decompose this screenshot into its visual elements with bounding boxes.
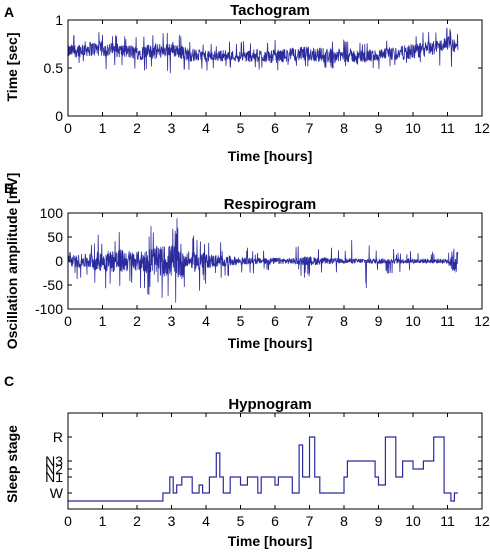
panel-b-xtick-label: 1	[99, 313, 107, 329]
panel-c-xtick-label: 9	[375, 513, 383, 529]
panel-a-xtick-label: 8	[340, 120, 348, 136]
panel-c-xtick-label: 1	[99, 513, 107, 529]
panel-a-xtick-label: 6	[271, 120, 279, 136]
panel-b-letter: B	[4, 180, 14, 196]
panel-c-xtick-label: 7	[306, 513, 314, 529]
panel-a-xtick-label: 0	[64, 120, 72, 136]
panel-b-ylabel: Oscillation amplitude [mV]	[4, 173, 20, 350]
panel-a-xtick-label: 3	[168, 120, 176, 136]
panel-c-xtick-label: 12	[474, 513, 490, 529]
panel-b-xtick-label: 7	[306, 313, 314, 329]
panel-c-xtick-label: 4	[202, 513, 210, 529]
panel-a-axes-frame	[67, 19, 483, 117]
panel-c-ytick-label: N2	[45, 461, 63, 477]
panel-c-xtick-label: 8	[340, 513, 348, 529]
panel-a-xtick-label: 2	[133, 120, 141, 136]
panel-a-xlabel: Time [hours]	[228, 148, 313, 164]
panel-b-xtick-label: 8	[340, 313, 348, 329]
panel-c-ytick-label: W	[50, 485, 64, 501]
panel-a-ytick-label: 0.5	[44, 60, 64, 76]
panel-b-title: Respirogram	[224, 196, 317, 213]
panel-b-ytick-label: -100	[35, 301, 63, 317]
panel-b-series-line	[67, 218, 459, 303]
panel-c-xtick-label: 0	[64, 513, 72, 529]
panel-a-xtick-label: 11	[440, 120, 455, 136]
panel-b-xtick-label: 0	[64, 313, 72, 329]
panel-b-ytick-label: -50	[43, 277, 63, 293]
panel-c-xtick-label: 6	[271, 513, 279, 529]
panel-c-series-line	[68, 436, 458, 502]
panel-c-xtick-label: 3	[168, 513, 176, 529]
panel-b-ytick-label: 50	[47, 229, 63, 245]
panel-c-xtick-label: 11	[440, 513, 455, 529]
panel-a-ytick-label: 0	[55, 108, 63, 124]
panel-a-title: Tachogram	[230, 2, 310, 19]
panel-b-xtick-label: 5	[237, 313, 245, 329]
panel-b-xtick-label: 11	[440, 313, 455, 329]
panel-a-ytick-label: 1	[55, 12, 63, 28]
panel-c-xtick-label: 2	[133, 513, 141, 529]
panel-c-xtick-label: 10	[405, 513, 421, 529]
panel-a-xtick-label: 4	[202, 120, 210, 136]
panel-b-xtick-label: 2	[133, 313, 141, 329]
panel-a-xtick-label: 7	[306, 120, 314, 136]
panel-b-ytick-label: 0	[55, 253, 63, 269]
panel-a-series-line	[67, 27, 459, 74]
panel-c-xlabel: Time [hours]	[228, 533, 313, 549]
panel-c-xtick-label: 5	[237, 513, 245, 529]
panel-a-letter: A	[4, 4, 14, 20]
panel-b-xtick-label: 9	[375, 313, 383, 329]
panel-a-xtick-label: 5	[237, 120, 245, 136]
panel-c-title: Hypnogram	[228, 396, 311, 413]
panel-a-xtick-label: 12	[474, 120, 490, 136]
panel-b: B Respirogram Time [hours] Oscillation a…	[4, 173, 490, 351]
panel-c-ytick-label: N3	[45, 453, 63, 469]
panel-a-xtick-label: 9	[375, 120, 383, 136]
panel-b-ytick-label: 100	[40, 205, 64, 221]
panel-b-xtick-label: 10	[405, 313, 421, 329]
panel-b-xtick-label: 6	[271, 313, 279, 329]
panel-b-xtick-label: 12	[474, 313, 490, 329]
panel-a-xtick-label: 1	[99, 120, 107, 136]
panel-a-ylabel: Time [sec]	[4, 33, 20, 102]
panel-b-xtick-label: 4	[202, 313, 210, 329]
panel-c-ytick-label: R	[53, 429, 63, 445]
panel-c-axes-frame	[67, 412, 483, 510]
panel-c-ylabel: Sleep stage	[4, 425, 20, 503]
panel-b-xlabel: Time [hours]	[228, 335, 313, 351]
panel-c-ytick-label: N1	[45, 469, 63, 485]
panel-b-xtick-label: 3	[168, 313, 176, 329]
panel-a-xtick-label: 10	[405, 120, 421, 136]
panel-c-letter: C	[4, 373, 14, 389]
